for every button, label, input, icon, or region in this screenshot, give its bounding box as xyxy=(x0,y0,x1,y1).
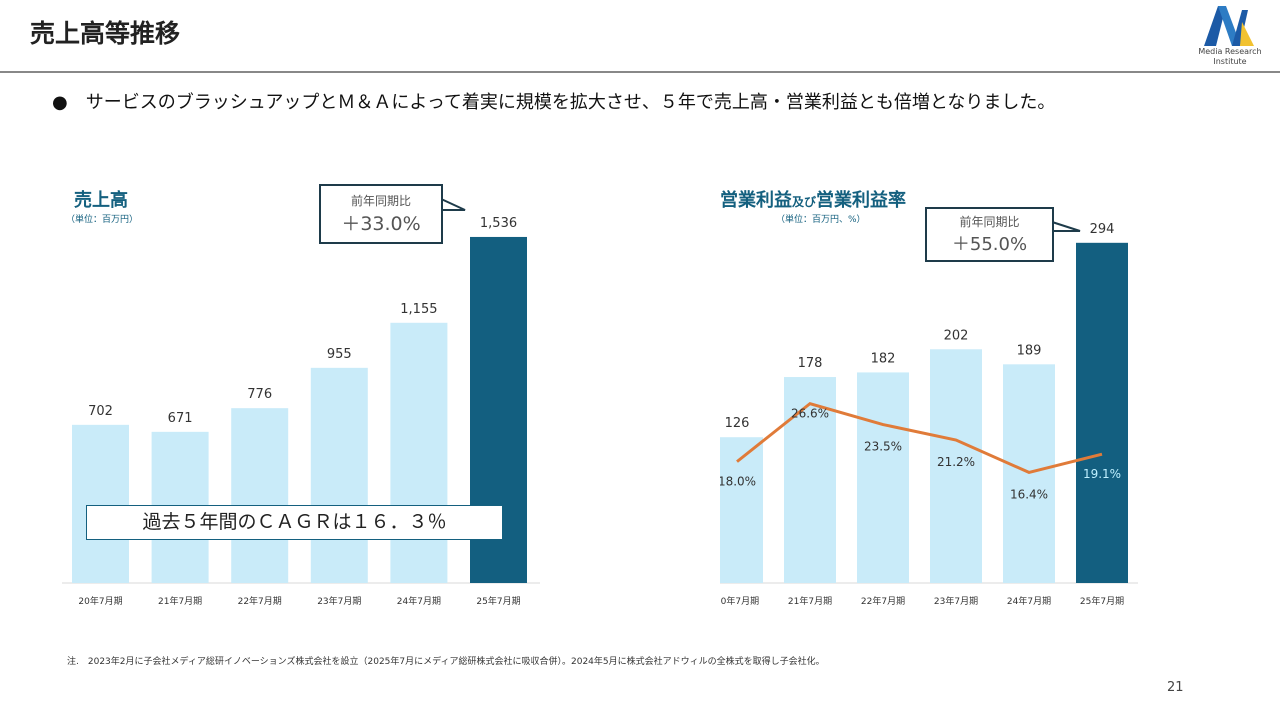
company-logo xyxy=(1204,6,1254,46)
bar xyxy=(72,424,129,583)
bar xyxy=(784,377,836,583)
sales-chart-unit: （単位：百万円） xyxy=(66,215,139,225)
line-value-label: 21.2% xyxy=(937,455,975,469)
bar xyxy=(1076,242,1128,583)
line-value-label: 26.6% xyxy=(791,407,829,421)
x-tick-label: 23年7月期 xyxy=(934,595,978,607)
x-tick-label: 23年7月期 xyxy=(317,595,361,607)
bar-value-label: 702 xyxy=(88,404,113,419)
sales-yoy-callout: 前年同期比 ＋33.0% xyxy=(319,184,443,244)
logo-text: Media Research Institute xyxy=(1198,47,1262,66)
bar-value-label: 1,536 xyxy=(480,216,517,231)
x-tick-label: 24年7月期 xyxy=(1007,595,1051,607)
bar xyxy=(930,349,982,583)
profit-chart-title: 営業利益及び営業利益率 xyxy=(720,186,906,212)
callout-pointer xyxy=(438,197,466,211)
x-tick-label: 20年7月期 xyxy=(78,595,122,607)
profit-title-main: 営業利益 xyxy=(720,190,792,211)
callout-label: 前年同期比 xyxy=(959,215,1020,229)
bar-value-label: 1,155 xyxy=(400,302,437,317)
callout-pointer xyxy=(1048,220,1081,232)
bar-value-label: 776 xyxy=(247,387,272,402)
bar xyxy=(857,372,909,583)
bar-value-label: 126 xyxy=(725,416,750,431)
sales-chart-title: 売上高 xyxy=(74,190,128,211)
bar-value-label: 294 xyxy=(1090,222,1115,237)
profit-title-rate: 営業利益率 xyxy=(816,190,907,211)
page-title: 売上高等推移 xyxy=(30,19,181,48)
bar-value-label: 955 xyxy=(327,347,352,362)
bar xyxy=(231,408,289,583)
summary-text: サービスのブラッシュアップとＭ＆Ａによって着実に規模を拡大させ、５年で売上高・営… xyxy=(85,92,1056,113)
bar-value-label: 182 xyxy=(871,351,896,366)
x-tick-label: 20年7月期 xyxy=(715,595,759,607)
x-tick-label: 25年7月期 xyxy=(1080,595,1124,607)
line-value-label: 18.0% xyxy=(718,475,756,489)
bar xyxy=(720,437,763,583)
header-divider xyxy=(0,71,1280,73)
line-value-label: 23.5% xyxy=(864,440,902,454)
footnote: 注. 2023年2月に子会社メディア総研イノベーションズ株式会社を設立（2025… xyxy=(67,657,825,667)
x-tick-label: 22年7月期 xyxy=(238,595,282,607)
bar-value-label: 671 xyxy=(168,411,193,426)
bar-value-label: 189 xyxy=(1017,343,1042,358)
margin-line xyxy=(736,401,1103,474)
bar-value-label: 202 xyxy=(944,328,969,343)
x-tick-label: 24年7月期 xyxy=(397,595,441,607)
callout-value: ＋33.0% xyxy=(341,213,421,235)
bar xyxy=(310,367,368,583)
bullet-icon: ● xyxy=(52,92,86,113)
cagr-annotation: 過去５年間のＣＡＧＲは１６．３％ xyxy=(86,505,503,540)
x-tick-label: 22年7月期 xyxy=(861,595,905,607)
callout-value: ＋55.0% xyxy=(951,234,1028,255)
profit-yoy-callout: 前年同期比 ＋55.0% xyxy=(925,207,1054,262)
profit-title-conj: 及び xyxy=(792,195,817,209)
profit-chart: 126 20年7月期 178 21年7月期 182 22年7月期 202 23年7月期 189 2… xyxy=(715,220,1138,607)
x-tick-label: 21年7月期 xyxy=(788,595,832,607)
line-value-label: 16.4% xyxy=(1010,487,1048,501)
page-number: 21 xyxy=(1167,680,1184,695)
summary-bullet: ● サービスのブラッシュアップとＭ＆Ａによって着実に規模を拡大させ、５年で売上高… xyxy=(52,88,1055,114)
callout-label: 前年同期比 xyxy=(350,194,411,208)
line-value-label: 19.1% xyxy=(1083,467,1121,481)
x-tick-label: 21年7月期 xyxy=(158,595,202,607)
x-tick-label: 25年7月期 xyxy=(476,595,520,607)
bar-value-label: 178 xyxy=(798,356,823,371)
profit-chart-unit: （単位：百万円、%） xyxy=(776,215,866,225)
